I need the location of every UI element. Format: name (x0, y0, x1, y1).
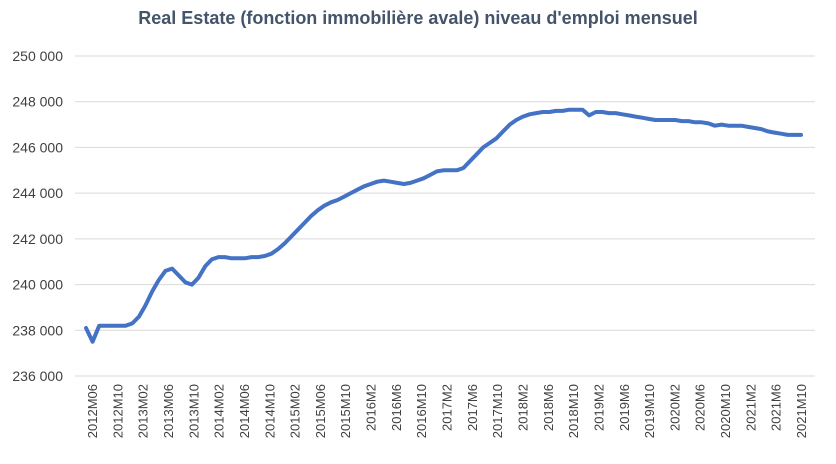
x-tick-label: 2014M02 (212, 384, 227, 438)
y-tick-label: 250 000 (12, 48, 63, 64)
y-tick-label: 238 000 (12, 322, 63, 338)
x-tick-label: 2021M10 (794, 384, 809, 438)
x-tick-label: 2014M06 (237, 384, 252, 438)
x-tick-label: 2016M6 (389, 384, 404, 431)
x-tick-label: 2018M10 (566, 384, 581, 438)
x-tick-label: 2020M2 (667, 384, 682, 431)
x-tick-label: 2012M10 (110, 384, 125, 438)
x-tick-label: 2020M10 (718, 384, 733, 438)
x-tick-label: 2019M2 (591, 384, 606, 431)
x-tick-label: 2013M10 (186, 384, 201, 438)
x-tick-label: 2016M10 (414, 384, 429, 438)
y-tick-label: 242 000 (12, 231, 63, 247)
chart-title: Real Estate (fonction immobilière avale)… (138, 8, 698, 28)
y-tick-label: 236 000 (12, 368, 63, 384)
x-tick-label: 2015M10 (338, 384, 353, 438)
y-tick-label: 244 000 (12, 185, 63, 201)
x-tick-label: 2013M06 (161, 384, 176, 438)
y-tick-label: 248 000 (12, 94, 63, 110)
x-tick-label: 2017M2 (440, 384, 455, 431)
x-tick-label: 2012M06 (85, 384, 100, 438)
x-tick-label: 2013M02 (136, 384, 151, 438)
y-tick-label: 246 000 (12, 139, 63, 155)
x-tick-label: 2015M06 (313, 384, 328, 438)
y-tick-label: 240 000 (12, 277, 63, 293)
x-tick-label: 2020M6 (693, 384, 708, 431)
x-tick-label: 2014M10 (262, 384, 277, 438)
x-tick-label: 2021M2 (743, 384, 758, 431)
x-tick-label: 2018M2 (515, 384, 530, 431)
x-tick-label: 2018M6 (541, 384, 556, 431)
x-tick-label: 2017M6 (465, 384, 480, 431)
x-tick-label: 2017M10 (490, 384, 505, 438)
series-line (84, 107, 803, 344)
x-tick-label: 2019M10 (642, 384, 657, 438)
x-tick-label: 2016M2 (364, 384, 379, 431)
x-tick-label: 2019M6 (617, 384, 632, 431)
x-tick-label: 2015M02 (288, 384, 303, 438)
x-tick-label: 2021M6 (769, 384, 784, 431)
